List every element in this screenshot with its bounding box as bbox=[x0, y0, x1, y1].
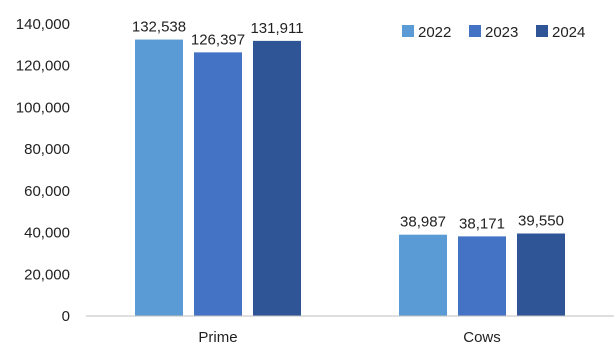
data-labels: 132,538 126,397 131,911 38,987 38,171 39,550 bbox=[132, 19, 564, 233]
y-tick-label: 20,000 bbox=[24, 266, 70, 283]
data-label: 126,397 bbox=[191, 31, 245, 48]
y-tick-label: 40,000 bbox=[24, 225, 70, 242]
bar-prime-2023 bbox=[194, 52, 242, 316]
bar-cows-2023 bbox=[458, 236, 506, 316]
data-label: 132,538 bbox=[132, 19, 186, 36]
legend-swatch-2022 bbox=[402, 25, 414, 37]
y-tick-label: 60,000 bbox=[24, 183, 70, 200]
legend-label: 2023 bbox=[485, 24, 518, 41]
y-tick-label: 0 bbox=[62, 308, 70, 325]
bar-cows-2022 bbox=[399, 234, 447, 316]
data-label: 38,987 bbox=[400, 214, 446, 231]
legend-label: 2022 bbox=[418, 24, 451, 41]
legend-swatch-2023 bbox=[469, 25, 481, 37]
legend-label: 2024 bbox=[552, 24, 585, 41]
y-axis: 0 20,000 40,000 60,000 80,000 100,000 120,000 1… bbox=[16, 16, 70, 325]
bar-prime-2022 bbox=[135, 39, 183, 316]
y-tick-label: 100,000 bbox=[16, 99, 70, 116]
x-category-label: Prime bbox=[198, 329, 237, 346]
data-label: 39,550 bbox=[518, 213, 564, 230]
y-tick-label: 140,000 bbox=[16, 16, 70, 33]
legend: 2022 2023 2024 bbox=[402, 24, 585, 41]
data-label: 38,171 bbox=[459, 215, 505, 232]
data-label: 131,911 bbox=[250, 20, 303, 37]
bars bbox=[135, 39, 565, 317]
x-axis: Prime Cows bbox=[198, 329, 500, 346]
bar-prime-2024 bbox=[253, 40, 301, 317]
y-tick-label: 80,000 bbox=[24, 141, 70, 158]
legend-swatch-2024 bbox=[536, 25, 548, 37]
x-category-label: Cows bbox=[463, 329, 501, 346]
y-tick-label: 120,000 bbox=[16, 58, 70, 75]
bar-cows-2024 bbox=[517, 233, 565, 316]
